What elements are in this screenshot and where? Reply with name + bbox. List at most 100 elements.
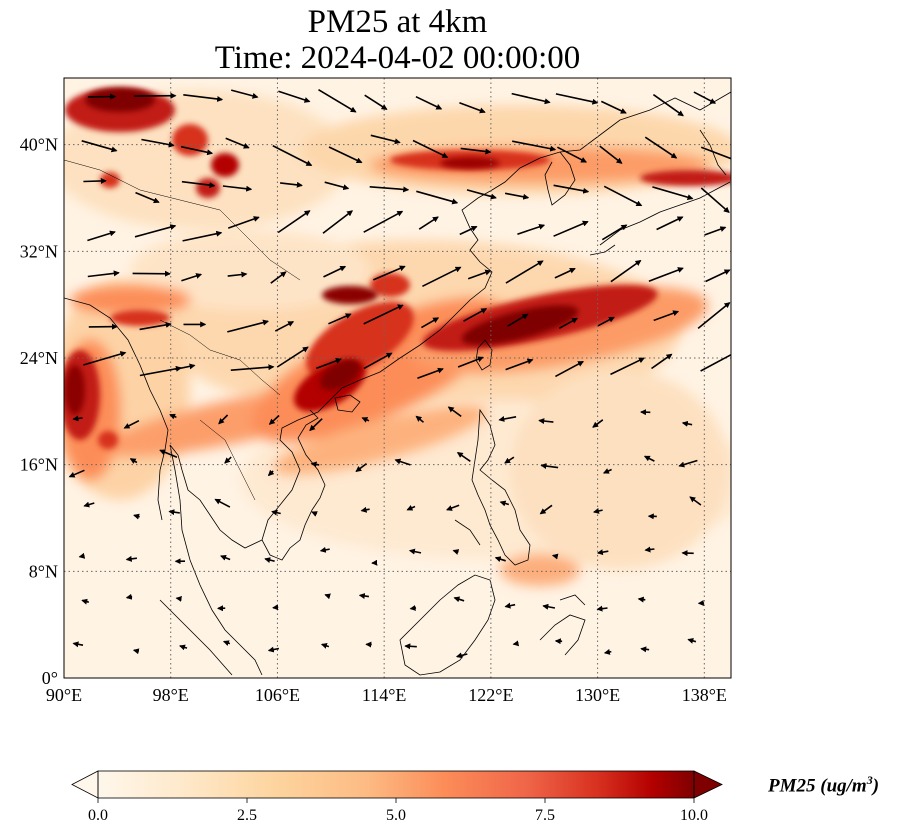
wind-arrow (276, 346, 309, 368)
wind-arrow (227, 319, 269, 333)
wind-arrow (323, 265, 347, 278)
wind-arrow (264, 557, 275, 564)
wind-arrow (557, 146, 587, 163)
wind-arrow (123, 419, 140, 429)
wind-arrow (267, 646, 280, 653)
wind-arrow (452, 549, 460, 555)
wind-arrow (363, 210, 404, 233)
wind-arrow (125, 593, 133, 600)
wind-arrow (230, 89, 259, 99)
wind-arrow (81, 140, 118, 153)
wind-arrow (653, 310, 680, 322)
wind-arrow (466, 189, 497, 200)
wind-arrow (596, 605, 608, 612)
wind-arrow (274, 320, 295, 332)
wind-arrow (324, 181, 350, 191)
wind-arrow (704, 226, 727, 236)
wind-arrow (467, 269, 492, 280)
wind-arrow (406, 505, 416, 511)
wind-arrow (78, 552, 86, 559)
wind-arrow (420, 317, 440, 329)
wind-arrow (652, 93, 684, 117)
lat-tick-label: 16°N (20, 455, 58, 475)
wind-arrow (72, 415, 83, 422)
wind-arrow (637, 596, 646, 603)
wind-arrow (181, 180, 216, 189)
wind-arrow (700, 187, 730, 213)
pm25-field (64, 78, 731, 678)
wind-arrow (134, 224, 177, 238)
wind-arrow (412, 139, 449, 159)
wind-arrow (693, 91, 717, 104)
wind-arrow (417, 367, 444, 379)
wind-arrow (87, 270, 120, 278)
wind-arrow (644, 136, 678, 159)
wind-arrow (415, 415, 425, 423)
wind-arrow (511, 92, 551, 105)
wind-arrow (133, 513, 140, 520)
wind-arrow (175, 363, 196, 371)
wind-arrow (644, 546, 655, 553)
wind-arrow (230, 364, 275, 371)
wind-arrow (551, 553, 559, 560)
wind-arrow (592, 419, 604, 428)
wind-arrow (360, 506, 370, 513)
wind-arrow (555, 93, 599, 105)
wind-arrow (504, 602, 516, 609)
lat-tick-label: 0° (42, 668, 58, 688)
longitude-axis: 90°E 98°E 106°E 114°E 122°E 130°E 138°E (46, 685, 727, 705)
map-timestamp: Time: 2024-04-02 00:00:00 (214, 40, 581, 76)
wind-arrow (318, 89, 357, 113)
wind-arrow (319, 546, 330, 553)
lat-tick-label: 40°N (20, 135, 58, 155)
wind-arrow (542, 603, 556, 610)
wind-arrow (408, 548, 422, 555)
colorbar-extend-low (71, 770, 99, 799)
wind-arrow (422, 266, 462, 288)
wind-arrow (446, 504, 460, 511)
wind-arrow (656, 216, 684, 231)
wind-arrow (227, 216, 260, 229)
wind-arrow (603, 648, 612, 655)
wind-arrow (394, 458, 411, 466)
wind-arrow (364, 94, 388, 110)
wind-arrow (132, 648, 140, 655)
wind-arrow (183, 94, 224, 102)
wind-arrow (418, 216, 439, 230)
wind-arrow (601, 224, 628, 241)
wind-arrow (218, 414, 229, 425)
wind-arrow (72, 641, 84, 648)
wind-arrow (453, 596, 465, 603)
lon-tick-label: 106°E (255, 685, 300, 705)
latitude-axis: 0° 8°N 16°N 24°N 32°N 40°N (20, 135, 58, 688)
wind-arrow (554, 267, 576, 279)
coastlines (64, 91, 731, 676)
wind-arrow (322, 210, 353, 234)
wind-arrow (652, 186, 694, 201)
wind-arrow (141, 138, 175, 148)
wind-arrow (361, 417, 370, 423)
wind-arrow (358, 593, 370, 599)
wind-arrow (505, 358, 534, 371)
wind-arrow (83, 501, 95, 508)
wind-arrow (363, 304, 404, 325)
wind-arrow (602, 468, 612, 474)
wind-arrow (651, 353, 673, 370)
wind-arrow (227, 271, 248, 278)
wind-arrow (504, 456, 515, 464)
colorbar-tick-label: 2.5 (237, 807, 257, 824)
colorbar-tick-label: 10.0 (680, 807, 708, 824)
colorbar-tick-label: 5.0 (386, 807, 406, 824)
wind-arrow (83, 351, 127, 366)
wind-arrow (459, 225, 478, 236)
wind-arrow (369, 186, 410, 193)
wind-arrow (643, 455, 655, 462)
wind-arrow (271, 509, 281, 516)
wind-arrow (681, 420, 693, 427)
wind-arrow (182, 230, 223, 242)
wind-arrow (416, 190, 459, 205)
lon-tick-label: 90°E (46, 685, 82, 705)
wind-arrow (404, 643, 417, 650)
wind-arrow (460, 147, 492, 155)
